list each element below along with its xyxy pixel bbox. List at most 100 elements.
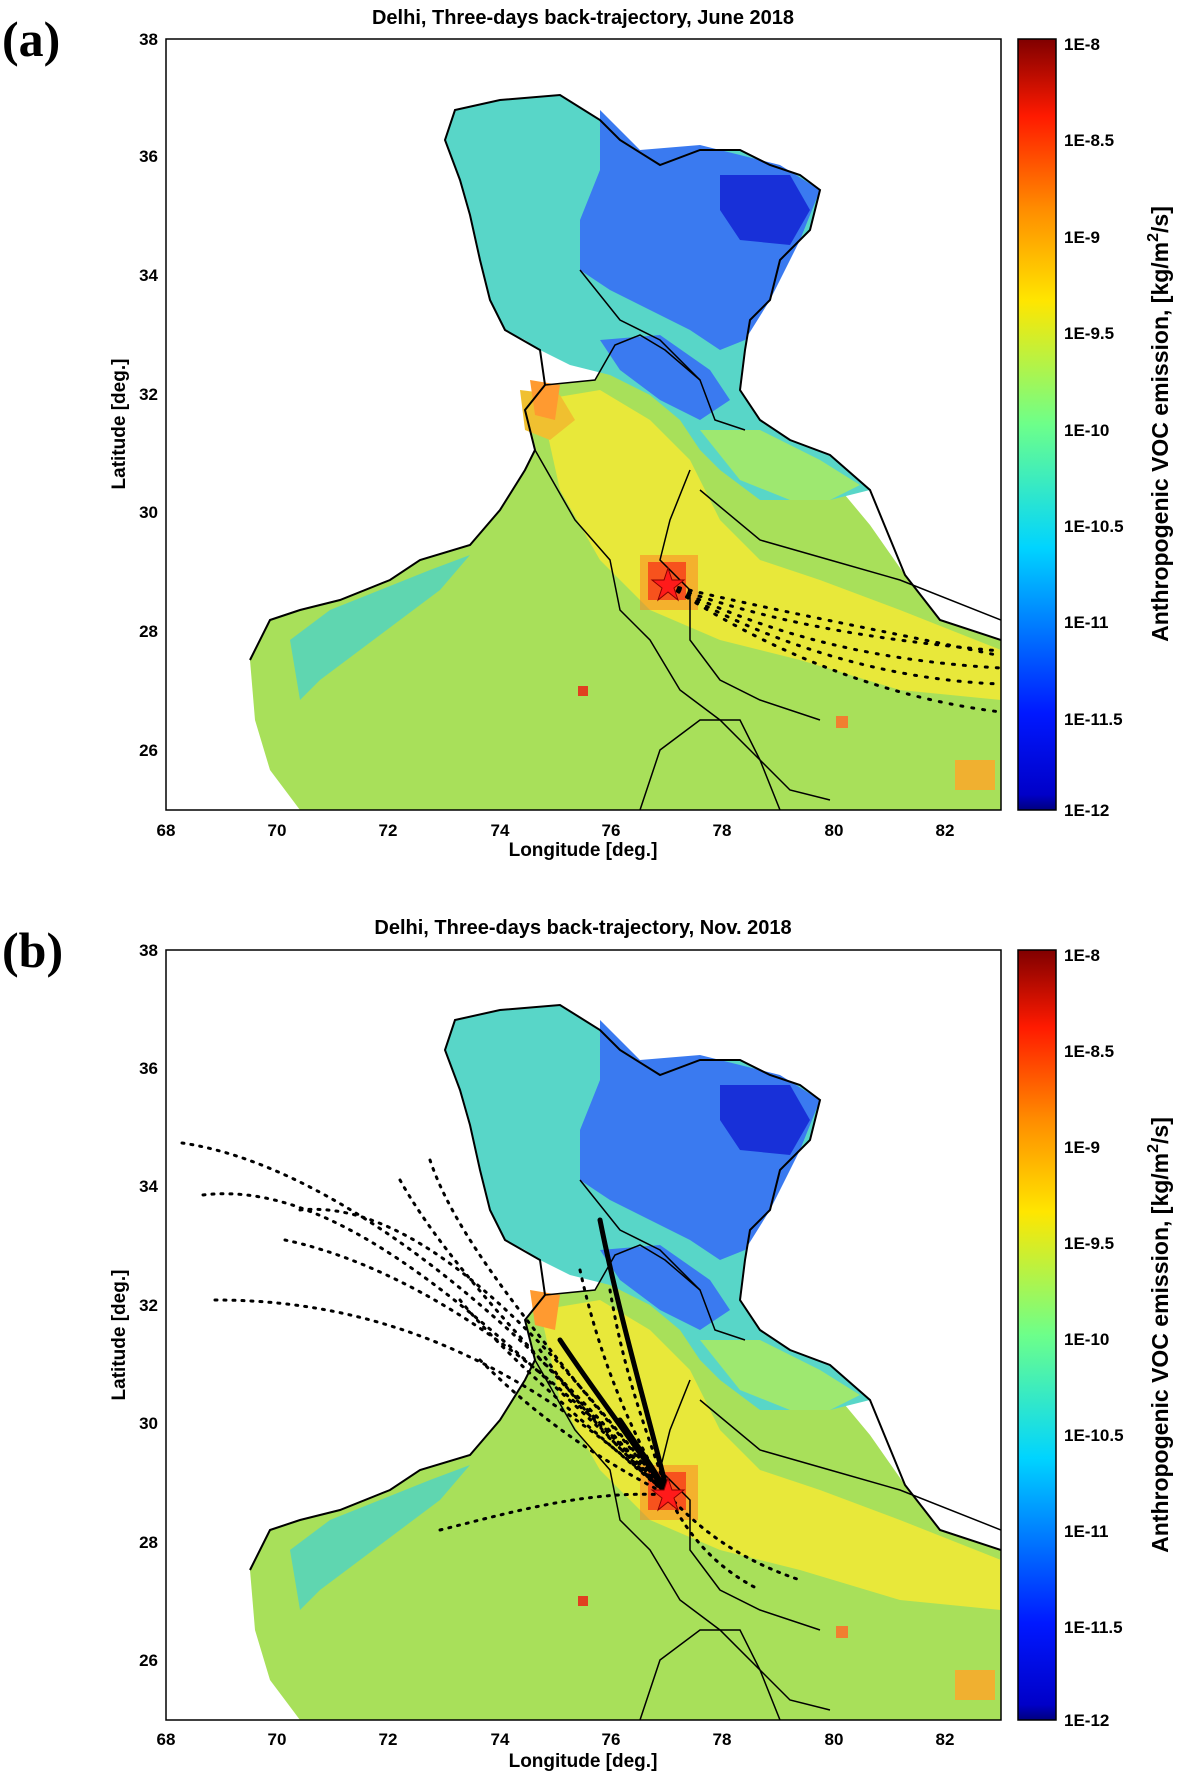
- cb-b-tick-2: 1E-9: [1064, 1138, 1100, 1157]
- x-axis-b: 68 70 72 74 76 78 80 82 Longitude [deg.]: [157, 1730, 955, 1772]
- x-tick-a-82: 82: [936, 821, 955, 840]
- cb-b-tick-0: 1E-8: [1064, 946, 1100, 965]
- trajectory-b-8: [458, 1298, 670, 1497]
- x-tick-a-76: 76: [602, 821, 621, 840]
- y-tick-b-34: 34: [139, 1177, 158, 1196]
- country-boundary-a: [249, 93, 1001, 661]
- jaipur-hotspot-b: [578, 1596, 588, 1606]
- cb-a-tick-3: 1E-9.5: [1064, 324, 1114, 343]
- cb-b-tick-6: 1E-11: [1064, 1522, 1108, 1541]
- x-tick-a-72: 72: [379, 821, 398, 840]
- cb-b-tick-1: 1E-8.5: [1064, 1042, 1114, 1061]
- x-tick-a-78: 78: [713, 821, 732, 840]
- plot-frame-b: [165, 949, 1002, 1721]
- trajectory-a-4: [666, 583, 1001, 714]
- cb-a-tick-4: 1E-10: [1064, 421, 1109, 440]
- y-label-a: Latitude [deg.]: [109, 359, 130, 490]
- igp-region-b: [540, 1300, 1001, 1610]
- uk-region-a: [700, 430, 860, 500]
- panel-b-label: (b): [2, 922, 63, 978]
- panel-b: (b) Delhi, Three-days back-trajectory, N…: [2, 917, 1173, 1772]
- colorbar-b-label-main: Anthropogenic VOC emission, [kg/m: [1147, 1153, 1173, 1553]
- lucknow-hotspot-a: [836, 716, 848, 728]
- ladakh-region-b: [580, 1020, 820, 1260]
- y-axis-a: 26 28 30 32 34 36 38 Latitude [deg.]: [109, 30, 159, 760]
- trajectory-b-12: [578, 1268, 670, 1497]
- ladakh-deep-a: [720, 175, 810, 245]
- hp-region-a: [600, 335, 730, 420]
- map-area-a: [249, 93, 1001, 810]
- y-tick-b-36: 36: [139, 1059, 158, 1078]
- panel-b-title: Delhi, Three-days back-trajectory, Nov. …: [374, 917, 791, 939]
- y-tick-a-28: 28: [139, 622, 158, 641]
- trajectory-b-core-3: [597, 1217, 671, 1498]
- y-axis-b: 26 28 30 32 34 36 38 Latitude [deg.]: [109, 941, 159, 1670]
- trajectory-b-3: [213, 1298, 670, 1497]
- trajectory-b-6: [428, 1158, 670, 1497]
- x-tick-b-76: 76: [602, 1730, 621, 1749]
- ladakh-region-a: [580, 110, 820, 350]
- x-tick-a-74: 74: [491, 821, 510, 840]
- state-boundary-nepal-b: [699, 1399, 1001, 1531]
- cb-a-tick-8: 1E-12: [1064, 801, 1109, 820]
- cb-a-tick-5: 1E-10.5: [1064, 517, 1124, 536]
- x-axis-a: 68 70 72 74 76 78 80 82 Longitude [deg.]: [157, 821, 955, 861]
- cb-b-tick-8: 1E-12: [1064, 1711, 1109, 1730]
- colorbar-a-label-end: /s]: [1147, 206, 1173, 233]
- y-tick-a-26: 26: [139, 741, 158, 760]
- state-boundary-mp-a: [639, 719, 831, 810]
- trajectory-b-9: [438, 1492, 670, 1532]
- delhi-star-a: [650, 566, 686, 602]
- y-tick-b-26: 26: [139, 1651, 158, 1670]
- x-tick-b-72: 72: [379, 1730, 398, 1749]
- hp-region-b: [600, 1245, 730, 1330]
- panel-a-label: (a): [2, 11, 60, 67]
- trajectory-a-3: [666, 583, 1001, 686]
- colorbar-a-label-main: Anthropogenic VOC emission, [kg/m: [1147, 242, 1173, 642]
- map-area-b: [180, 1003, 1001, 1720]
- state-boundary-rj-a: [534, 449, 781, 810]
- cb-b-tick-7: 1E-11.5: [1064, 1618, 1123, 1637]
- state-boundary-nepal-a: [699, 489, 1001, 621]
- cb-a-tick-7: 1E-11.5: [1064, 710, 1123, 729]
- trajectory-b-4: [283, 1238, 670, 1497]
- trajectories-a: [666, 583, 1001, 714]
- trajectory-b-15: [666, 1493, 762, 1592]
- cb-a-tick-2: 1E-9: [1064, 228, 1100, 247]
- y-tick-a-34: 34: [139, 266, 158, 285]
- uk-region-b: [700, 1340, 860, 1410]
- y-tick-a-36: 36: [139, 147, 158, 166]
- cb-b-tick-3: 1E-9.5: [1064, 1234, 1114, 1253]
- east-hotspot-b: [955, 1670, 995, 1700]
- colorbar-b-label-end: /s]: [1147, 1117, 1173, 1144]
- y-tick-b-38: 38: [139, 941, 158, 960]
- x-tick-b-70: 70: [268, 1730, 287, 1749]
- amritsar-hotspot-b: [530, 1290, 560, 1330]
- panel-a: (a) Delhi, Three-days back-trajectory, J…: [2, 7, 1173, 861]
- panel-a-title: Delhi, Three-days back-trajectory, June …: [372, 7, 794, 29]
- state-boundary-mp-b: [639, 1629, 831, 1720]
- cb-a-tick-6: 1E-11: [1064, 613, 1108, 632]
- colorbar-b-label-sup: 2: [1145, 1144, 1162, 1153]
- trajectory-b-7: [398, 1178, 670, 1497]
- state-boundary-hp-a: [544, 334, 746, 431]
- x-tick-a-80: 80: [825, 821, 844, 840]
- y-tick-a-38: 38: [139, 30, 158, 49]
- x-label-a: Longitude [deg.]: [509, 840, 658, 861]
- x-tick-b-74: 74: [491, 1730, 510, 1749]
- colorbar-b-bar: [1017, 949, 1057, 1721]
- state-boundary-jk-b: [579, 1179, 701, 1291]
- cb-a-tick-1: 1E-8.5: [1064, 131, 1114, 150]
- x-tick-b-82: 82: [936, 1730, 955, 1749]
- igp-region-a: [540, 390, 1001, 700]
- jaipur-hotspot-a: [578, 686, 588, 696]
- ladakh-deep-b: [720, 1085, 810, 1155]
- x-tick-b-68: 68: [157, 1730, 176, 1749]
- trajectory-b-10: [478, 1358, 670, 1497]
- trajectory-b-2: [201, 1192, 670, 1497]
- cb-b-tick-5: 1E-10.5: [1064, 1426, 1124, 1445]
- cb-b-tick-4: 1E-10: [1064, 1330, 1109, 1349]
- state-boundary-up-b: [659, 1379, 821, 1631]
- cb-a-tick-0: 1E-8: [1064, 35, 1100, 54]
